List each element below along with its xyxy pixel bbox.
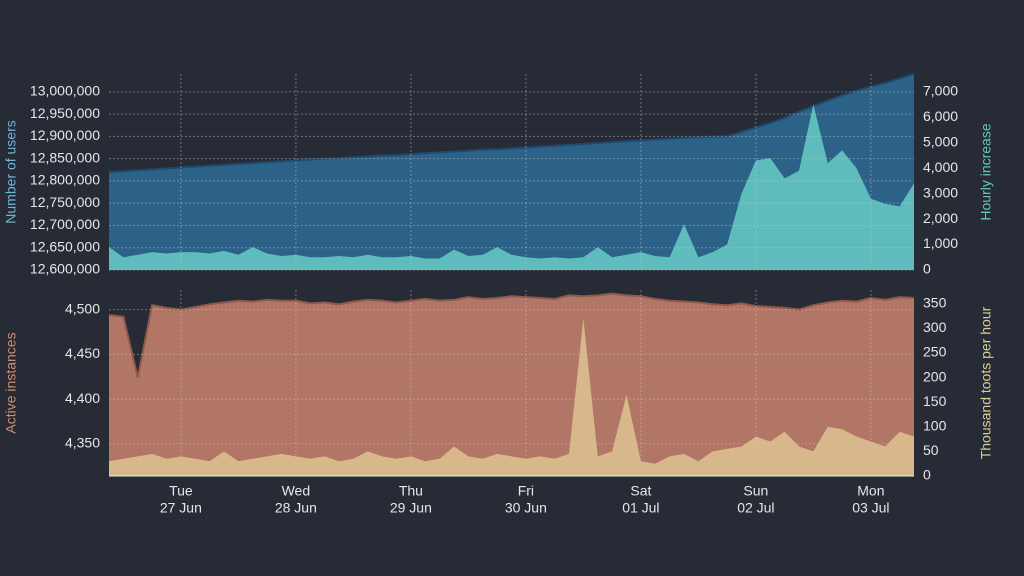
y2-tick-label: 1,000	[923, 235, 958, 251]
y-tick-label: 12,700,000	[30, 216, 100, 232]
x-tick-date: 29 Jun	[390, 500, 432, 516]
x-tick-label: Sat	[630, 483, 651, 499]
y2-tick-label: 0	[923, 261, 931, 277]
y-tick-label: 4,450	[65, 345, 100, 361]
x-tick-date: 03 Jul	[852, 500, 889, 516]
y-tick-label: 13,000,000	[30, 83, 100, 99]
area	[109, 293, 914, 476]
x-tick-label: Tue	[169, 483, 193, 499]
y2-axis-title: Hourly increase	[978, 123, 994, 220]
y2-tick-label: 0	[923, 467, 931, 483]
y2-tick-label: 350	[923, 294, 947, 310]
y-tick-label: 12,900,000	[30, 127, 100, 143]
x-tick-label: Thu	[399, 483, 423, 499]
y-axis-title: Active instances	[3, 332, 19, 433]
y2-tick-label: 150	[923, 393, 947, 409]
y2-tick-label: 7,000	[923, 83, 958, 99]
y2-axis-title: Thousand toots per hour	[978, 306, 994, 459]
y2-tick-label: 6,000	[923, 108, 958, 124]
y2-tick-label: 4,000	[923, 159, 958, 175]
x-tick-label: Mon	[857, 483, 884, 499]
area	[109, 74, 914, 270]
y-axis-title: Number of users	[3, 120, 19, 223]
x-tick-label: Fri	[518, 483, 534, 499]
y-tick-label: 12,950,000	[30, 105, 100, 121]
y2-tick-label: 50	[923, 442, 939, 458]
y-tick-label: 4,400	[65, 390, 100, 406]
y-tick-label: 12,650,000	[30, 238, 100, 254]
y2-tick-label: 5,000	[923, 133, 958, 149]
x-tick-date: 01 Jul	[622, 500, 659, 516]
y2-tick-label: 300	[923, 319, 947, 335]
x-tick-date: 27 Jun	[160, 500, 202, 516]
y-tick-label: 4,350	[65, 435, 100, 451]
y2-tick-label: 200	[923, 368, 947, 384]
x-tick-date: 28 Jun	[275, 500, 317, 516]
y-tick-label: 12,850,000	[30, 149, 100, 165]
area-edge	[108, 73, 915, 173]
area	[109, 104, 914, 270]
x-tick-date: 30 Jun	[505, 500, 547, 516]
x-tick-label: Sun	[743, 483, 768, 499]
y2-tick-label: 250	[923, 344, 947, 360]
x-tick-label: Wed	[282, 483, 311, 499]
y-tick-label: 12,600,000	[30, 261, 100, 277]
x-tick-date: 02 Jul	[737, 500, 774, 516]
y2-tick-label: 2,000	[923, 210, 958, 226]
y-tick-label: 4,500	[65, 300, 100, 316]
y2-tick-label: 100	[923, 417, 947, 433]
y2-tick-label: 3,000	[923, 184, 958, 200]
area	[109, 318, 914, 476]
y-tick-label: 12,800,000	[30, 172, 100, 188]
y-tick-label: 12,750,000	[30, 194, 100, 210]
area-edge	[108, 292, 915, 378]
